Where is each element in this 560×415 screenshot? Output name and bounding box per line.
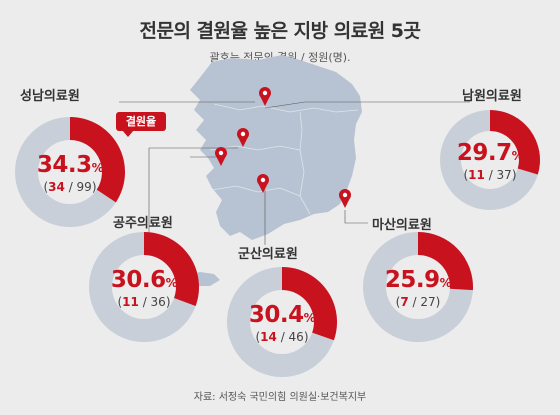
vacancy-rate-badge: 결원율 [116,112,166,131]
donut-seongnam: 34.3% (34 / 99) [15,117,125,227]
donut-ring [363,232,473,342]
gunsan-count: (14 / 46) [255,330,309,344]
namwon-percent-value: 29.7 [456,140,512,166]
masan-pin-icon [339,189,351,208]
donut-namwon: 29.7% (11 / 37) [440,110,540,210]
seongnam-percent: 34.3% [15,152,125,178]
namwon-vacant: 11 [468,168,485,182]
seongnam-vacant: 34 [48,180,65,194]
masan-count: (7 / 27) [395,295,441,309]
donut-ring [15,117,125,227]
masan-label: 마산의료원 [372,218,432,233]
namwon-quota: 37 [496,168,512,182]
gongju-quota: 36 [150,295,166,309]
gunsan-percent: 30.4% [227,302,337,328]
gongju-percent-value: 30.6 [110,267,166,293]
masan-vacant: 7 [400,295,409,309]
korea-peninsula-shape [190,55,362,240]
masan-percent: 25.9% [363,267,473,293]
seongnam-percent-value: 34.3 [36,152,92,178]
donut-ring [440,110,540,210]
chart-title: 전문의 결원율 높은 지방 의료원 5곳 [139,20,421,42]
donut-ring [227,267,337,377]
source-note: 자료: 서정숙 국민의힘 의원실·보건복지부 [193,392,367,403]
donut-masan: 25.9% (7 / 27) [363,232,473,342]
seongnam-label: 성남의료원 [20,89,80,104]
seongnam-percent-unit: % [91,161,104,175]
gunsan-pin-icon [215,147,227,166]
gongju-percent: 30.6% [89,267,199,293]
masan-percent-value: 25.9 [384,267,440,293]
gunsan-label: 군산의료원 [238,247,298,262]
gongju-pin-icon [237,128,249,147]
masan-percent-unit: % [439,276,452,290]
vacancy-rate-slice [70,117,125,203]
gunsan-vacant: 14 [260,330,277,344]
vacancy-rate-slice [418,232,473,291]
gongju-percent-unit: % [165,276,178,290]
gunsan-percent-unit: % [303,311,316,325]
donut-gongju: 30.6% (11 / 36) [89,232,199,342]
badge-tail [122,130,134,137]
gongju-count: (11 / 36) [117,295,171,309]
donut-gunsan: 30.4% (14 / 46) [227,267,337,377]
namwon-count: (11 / 37) [463,168,517,182]
namwon-percent-unit: % [511,149,524,163]
gongju-label: 공주의료원 [113,216,173,231]
gunsan-quota: 46 [288,330,304,344]
location-pins [215,87,351,208]
seongnam-pin-icon [259,87,271,106]
gunsan-percent-value: 30.4 [248,302,304,328]
masan-quota: 27 [420,295,436,309]
vacancy-rate-slice [144,232,199,306]
gongju-vacant: 11 [122,295,139,309]
namwon-percent: 29.7% [440,140,540,166]
namwon-pin-icon [257,174,269,193]
donut-ring [89,232,199,342]
seongnam-count: (34 / 99) [43,180,97,194]
seongnam-quota: 99 [76,180,92,194]
vacancy-rate-slice [490,110,540,175]
province-borders [209,103,359,215]
vacancy-rate-slice [282,267,337,341]
namwon-label: 남원의료원 [462,89,522,104]
